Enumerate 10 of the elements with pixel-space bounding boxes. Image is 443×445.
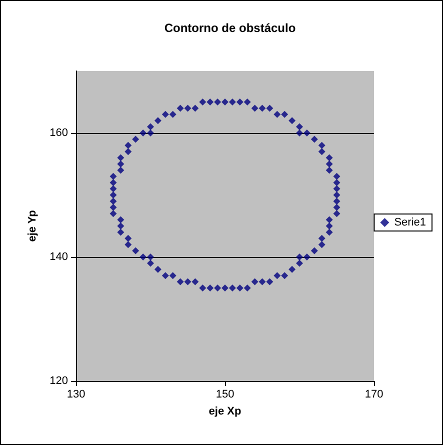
legend-label: Serie1: [394, 216, 426, 228]
y-tick-label: 160: [50, 127, 68, 139]
x-tick-label: 130: [66, 388, 86, 400]
x-axis-title: eje Xp: [208, 406, 242, 418]
y-axis-title: eje Yp: [26, 210, 38, 242]
x-tick-label: 170: [364, 388, 384, 400]
x-tick-label: 150: [216, 388, 234, 400]
y-tick-label: 140: [50, 251, 68, 263]
chart-title: Contorno de obstáculo: [164, 21, 296, 35]
y-tick-label: 120: [50, 375, 68, 387]
